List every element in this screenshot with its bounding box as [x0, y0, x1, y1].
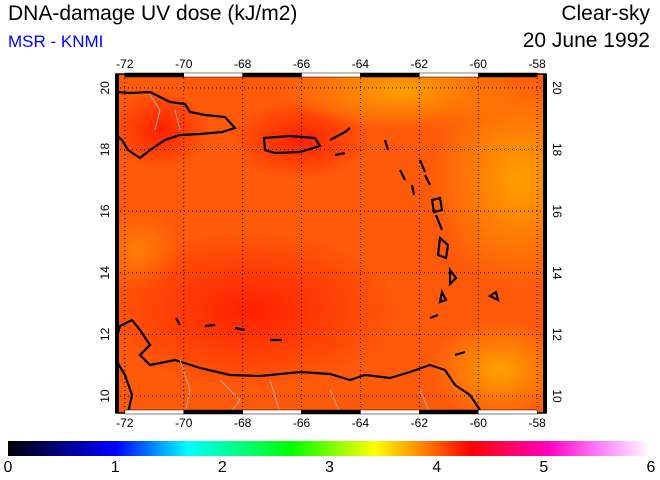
lat-tick-label-left: 10: [98, 389, 112, 403]
lat-tick-label-right: 12: [550, 328, 564, 342]
frame-bar-bottom: [124, 409, 184, 415]
frame-bar-top: [478, 72, 538, 78]
graticule: [116, 74, 546, 413]
map-title: DNA-damage UV dose (kJ/m2): [8, 2, 298, 25]
frame-bar-right: [543, 74, 547, 413]
date-label: 20 June 1992: [522, 29, 650, 52]
lon-tick-label-top: -68: [234, 57, 252, 71]
lon-tick-label-bottom: -60: [470, 416, 488, 430]
lon-tick-label-bottom: -72: [116, 416, 134, 430]
color-scale-label: 6: [646, 459, 656, 476]
frame-bar-bottom: [242, 409, 302, 415]
lon-tick-label-bottom: -70: [175, 416, 193, 430]
color-scale-label: 5: [539, 459, 549, 476]
lon-tick-label-bottom: -68: [234, 416, 252, 430]
lon-tick-label-bottom: -66: [293, 416, 311, 430]
lon-tick-label-bottom: -62: [411, 416, 429, 430]
color-scale-label: 4: [432, 459, 442, 476]
frame-bar-top: [360, 72, 420, 78]
borders: [149, 94, 431, 413]
sky-condition-label: Clear-sky: [561, 2, 650, 25]
lon-tick-label-top: -72: [116, 57, 134, 71]
frame-bar-bottom: [360, 409, 420, 415]
color-scale-label: 0: [3, 459, 13, 476]
frame-bar-top: [183, 72, 243, 78]
lon-tick-label-bottom: -64: [352, 416, 370, 430]
lat-tick-label-right: 14: [550, 266, 564, 280]
frame-bar-top: [124, 72, 184, 78]
lon-tick-label-top: -66: [293, 57, 311, 71]
frame-bar-bottom: [301, 409, 361, 415]
frame-bar-top: [301, 72, 361, 78]
lat-tick-label-left: 14: [98, 266, 112, 280]
source-label: MSR - KNMI: [8, 32, 104, 51]
lon-tick-label-top: -62: [411, 57, 429, 71]
lon-tick-label-top: -70: [175, 57, 193, 71]
frame-bar-top: [242, 72, 302, 78]
lon-tick-label-top: -64: [352, 57, 370, 71]
lat-tick-label-left: 20: [98, 81, 112, 95]
frame-bars: [115, 72, 547, 415]
color-scale-bar: [8, 441, 651, 456]
lat-tick-label-left: 18: [98, 143, 112, 157]
frame-bar-top: [419, 72, 479, 78]
lat-tick-label-left: 16: [98, 204, 112, 218]
coastlines: [116, 90, 500, 413]
frame-bar-bottom: [183, 409, 243, 415]
lat-tick-label-right: 20: [550, 81, 564, 95]
lat-tick-label-left: 12: [98, 327, 112, 341]
color-scale-label: 3: [325, 459, 334, 476]
color-scale-label: 2: [217, 459, 227, 476]
uv-field: [116, 74, 546, 413]
lon-tick-label-bottom: -58: [528, 416, 546, 430]
color-scale-label: 1: [110, 459, 120, 476]
lon-tick-label-top: -60: [470, 57, 488, 71]
lat-tick-label-right: 16: [550, 204, 564, 218]
lat-tick-label-right: 18: [550, 143, 564, 157]
lon-tick-label-top: -58: [528, 57, 546, 71]
frame-bar-bottom: [419, 409, 479, 415]
frame-bar-left: [115, 74, 119, 413]
lat-tick-label-right: 10: [550, 389, 564, 403]
frame-bar-bottom: [478, 409, 538, 415]
